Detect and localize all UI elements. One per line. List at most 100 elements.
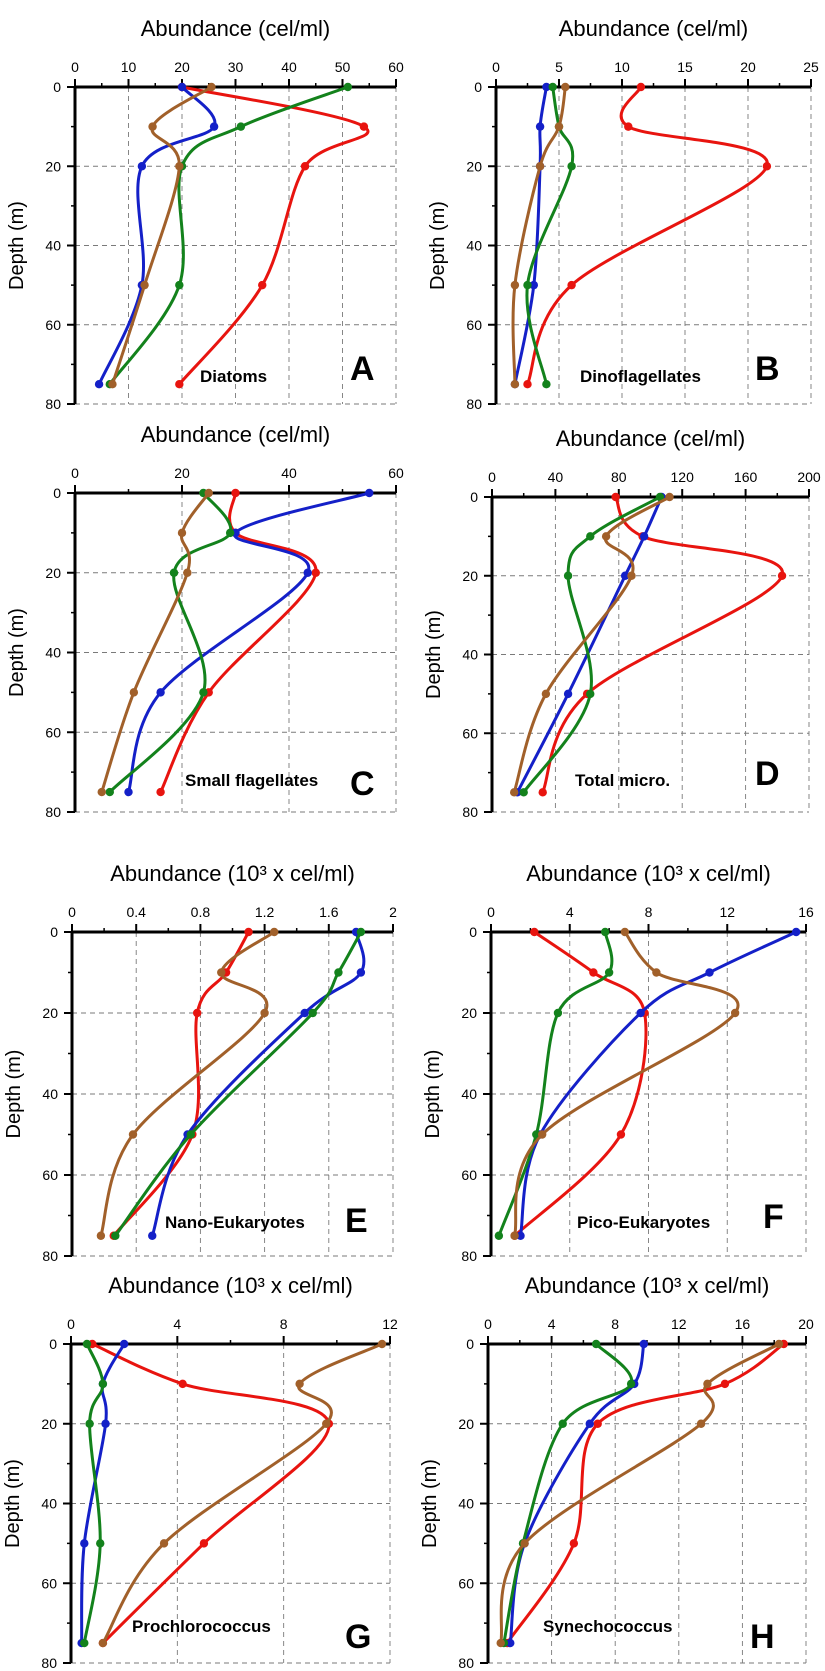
data-point-blue: [516, 1231, 525, 1240]
x-tick-label: 40: [548, 469, 564, 485]
panel-group-label: Prochlorococcus: [132, 1617, 271, 1636]
panel-group-label: Pico-Eukaryotes: [577, 1213, 710, 1232]
data-point-blue: [94, 379, 104, 389]
panel-d: 0 40 80 120 160 200 0 20 40 60 80 Abundance (cel/ml…: [423, 426, 821, 820]
series-line-blue: [519, 930, 798, 1238]
data-point-brown: [377, 1339, 387, 1349]
data-point-brown: [322, 1419, 331, 1428]
x-tick-label: 2: [389, 904, 397, 920]
data-point-brown: [148, 122, 157, 131]
y-tick-label: 20: [466, 158, 482, 174]
data-point-blue: [542, 82, 551, 92]
x-tick-label: 4: [566, 904, 574, 920]
data-point-brown: [183, 568, 192, 577]
series-line-green: [502, 1342, 633, 1645]
series-line-green: [113, 930, 363, 1238]
y-tick-label: 40: [461, 1086, 477, 1102]
panel-group-label: Nano-Eukaryotes: [165, 1213, 305, 1232]
data-point-brown: [108, 379, 117, 389]
data-point-brown: [627, 571, 636, 580]
x-tick-label: 30: [228, 59, 244, 75]
y-tick-label: 80: [458, 1655, 474, 1671]
data-point-brown: [696, 1419, 706, 1428]
data-point-green: [494, 1231, 504, 1240]
y-tick-label: 0: [466, 1336, 474, 1352]
data-point-red: [720, 1379, 730, 1389]
data-point-blue: [101, 1419, 110, 1428]
data-point-brown: [177, 528, 187, 538]
data-point-red: [589, 968, 598, 977]
series-line-brown: [499, 1342, 781, 1645]
data-point-blue: [620, 571, 630, 580]
x-tick-label: 15: [677, 59, 693, 75]
data-point-green: [98, 1379, 108, 1389]
x-axis-title: Abundance (10³ x cel/ml): [525, 1273, 770, 1298]
panel-letter: A: [350, 350, 375, 388]
data-point-red: [244, 927, 253, 937]
data-point-brown: [129, 688, 139, 697]
x-tick-label: 10: [121, 59, 137, 75]
y-tick-label: 0: [50, 924, 58, 940]
panel-c: 0 20 40 60 0 20 40 60 80 Abundance (cel/ml) Depth …: [6, 422, 404, 820]
y-tick-label: 60: [462, 725, 478, 741]
y-axis-title: Depth (m): [6, 608, 28, 697]
series-line-brown: [99, 930, 276, 1238]
y-axis-title: Depth (m): [2, 1459, 24, 1548]
y-tick-label: 0: [469, 924, 477, 940]
y-tick-label: 40: [42, 1086, 58, 1102]
data-point-green: [655, 492, 665, 502]
x-tick-label: 0: [67, 1316, 75, 1332]
x-tick-label: 0: [488, 469, 496, 485]
x-axis-title: Abundance (cel/ml): [556, 426, 746, 451]
x-tick-label: 0: [68, 904, 76, 920]
data-point-red: [593, 1419, 602, 1428]
panel-group-label: Diatoms: [200, 367, 267, 386]
x-tick-label: 16: [798, 904, 814, 920]
data-point-brown: [703, 1379, 712, 1389]
y-tick-label: 60: [458, 1575, 474, 1591]
x-tick-label: 4: [173, 1316, 181, 1332]
x-tick-label: 40: [281, 465, 297, 481]
y-tick-label: 20: [462, 568, 478, 584]
data-point-brown: [730, 1008, 740, 1018]
data-point-brown: [98, 1638, 108, 1648]
data-point-green: [80, 1638, 89, 1648]
series-line-brown: [111, 85, 213, 386]
y-axis-title: Depth (m): [422, 1050, 444, 1139]
x-tick-label: 0: [71, 465, 79, 481]
x-axis-title: Abundance (cel/ml): [559, 16, 749, 41]
y-tick-label: 60: [42, 1167, 58, 1183]
data-point-brown: [601, 532, 611, 541]
data-point-brown: [774, 1339, 784, 1349]
data-point-brown: [270, 927, 279, 937]
series-line-red: [505, 1342, 786, 1645]
x-tick-label: 25: [803, 59, 819, 75]
data-point-brown: [665, 492, 674, 502]
y-axis-title: Depth (m): [423, 610, 445, 699]
panel-b: 0 5 10 15 20 25 0 20 40 60 80 Abundance (cel/ml) Dep…: [427, 16, 819, 412]
panel-group-label: Small flagellates: [185, 771, 318, 790]
x-tick-label: 0: [492, 59, 500, 75]
data-point-brown: [537, 1130, 547, 1139]
data-point-brown: [510, 280, 520, 290]
data-point-blue: [791, 927, 801, 937]
data-point-brown: [128, 1130, 138, 1139]
data-point-green: [563, 571, 573, 580]
panel-letter: B: [755, 350, 780, 388]
panel-letter: F: [763, 1198, 784, 1236]
data-point-green: [169, 568, 179, 577]
panel-group-label: Dinoflagellates: [580, 367, 701, 386]
data-point-blue: [529, 280, 538, 290]
data-point-brown: [510, 379, 520, 389]
x-tick-label: 1.6: [319, 904, 339, 920]
data-point-red: [175, 379, 184, 389]
y-tick-label: 40: [462, 647, 478, 663]
panel-letter: C: [350, 765, 375, 803]
data-point-red: [156, 787, 165, 797]
data-point-green: [343, 82, 353, 92]
y-tick-label: 80: [466, 396, 482, 412]
y-tick-label: 40: [45, 645, 61, 661]
x-axis-title: Abundance (10³ x cel/ml): [108, 1273, 353, 1298]
data-point-brown: [554, 122, 564, 131]
